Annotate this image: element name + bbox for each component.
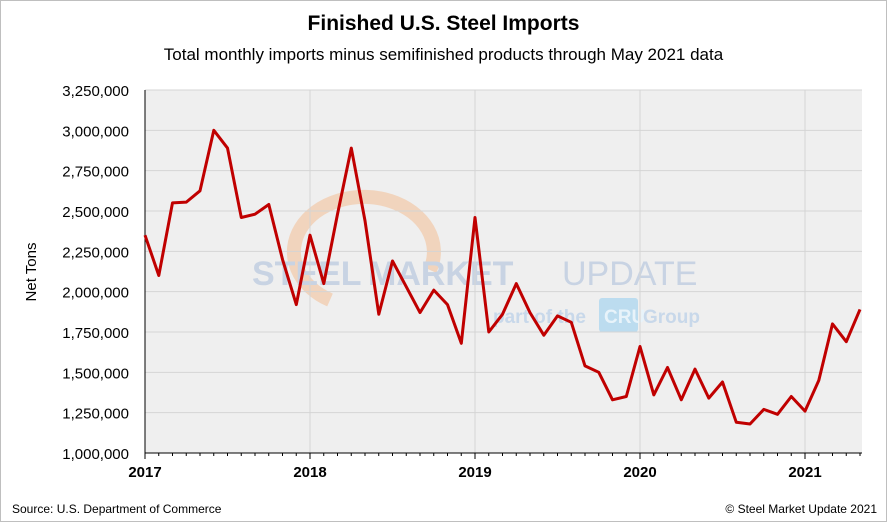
watermark-cru: CRU — [604, 307, 645, 328]
y-tick-label: 1,500,000 — [62, 365, 129, 382]
x-tick-label: 2017 — [128, 464, 161, 481]
source-note: Source: U.S. Department of Commerce — [12, 502, 222, 516]
watermark-part-of-the: part of the — [493, 307, 586, 328]
y-tick-label: 3,000,000 — [62, 123, 129, 140]
y-tick-label: 3,250,000 — [62, 83, 129, 100]
x-tick-label: 2021 — [788, 464, 821, 481]
watermark-group: Group — [643, 307, 700, 328]
y-tick-label: 2,500,000 — [62, 204, 129, 221]
watermark-steel: STEEL — [252, 255, 362, 293]
watermark-update: UPDATE — [562, 255, 697, 293]
x-tick-label: 2020 — [623, 464, 656, 481]
chart-subtitle: Total monthly imports minus semifinished… — [163, 45, 724, 64]
y-tick-label: 2,250,000 — [62, 244, 129, 261]
x-tick-label: 2019 — [458, 464, 491, 481]
plot-area — [145, 90, 862, 453]
y-axis-label: Net Tons — [23, 243, 40, 302]
chart-title: Finished U.S. Steel Imports — [307, 12, 580, 35]
y-tick-label: 2,750,000 — [62, 164, 129, 181]
copyright-note: © Steel Market Update 2021 — [725, 502, 877, 516]
y-tick-label: 1,750,000 — [62, 325, 129, 342]
watermark-cru-box — [599, 298, 638, 332]
y-tick-label: 2,000,000 — [62, 285, 129, 302]
x-tick-label: 2018 — [293, 464, 326, 481]
y-tick-label: 1,250,000 — [62, 406, 129, 423]
y-tick-label: 1,000,000 — [62, 446, 129, 463]
